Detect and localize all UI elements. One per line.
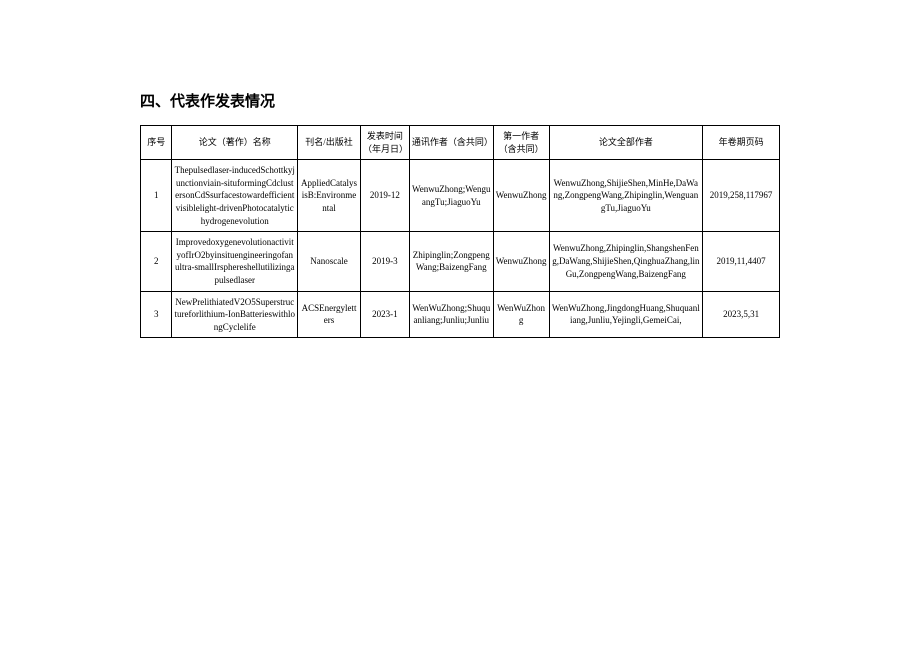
- cell-journal: AppliedCatalysisB:Environmental: [298, 160, 361, 232]
- publications-table: 序号 论文（著作）名称 刊名/出版社 发表时间（年月日） 通讯作者（含共同） 第…: [140, 125, 780, 338]
- cell-volume: 2023,5,31: [703, 291, 780, 338]
- cell-first-author: WenwuZhong: [493, 160, 549, 232]
- table-row: 1 Thepulsedlaser-inducedSchottkyjunction…: [141, 160, 780, 232]
- cell-pub-date: 2019-3: [360, 232, 409, 291]
- cell-pub-date: 2019-12: [360, 160, 409, 232]
- cell-volume: 2019,258,117967: [703, 160, 780, 232]
- cell-corr-author: WenwuZhong;WenguangTu;JiaguoYu: [409, 160, 493, 232]
- cell-first-author: WenWuZhong: [493, 291, 549, 338]
- header-pub-date: 发表时间（年月日）: [360, 126, 409, 160]
- cell-all-authors: WenwuZhong,Zhipinglin,ShangshenFeng,DaWa…: [549, 232, 703, 291]
- cell-seq: 1: [141, 160, 172, 232]
- header-seq: 序号: [141, 126, 172, 160]
- header-journal: 刊名/出版社: [298, 126, 361, 160]
- header-volume: 年卷期页码: [703, 126, 780, 160]
- cell-first-author: WenwuZhong: [493, 232, 549, 291]
- header-paper-title: 论文（著作）名称: [172, 126, 298, 160]
- cell-corr-author: WenWuZhong;Shuquanliang;Junliu;Junliu: [409, 291, 493, 338]
- table-row: 2 ImprovedoxygenevolutionactivityofIrO2b…: [141, 232, 780, 291]
- cell-paper-title: ImprovedoxygenevolutionactivityofIrO2byi…: [172, 232, 298, 291]
- cell-corr-author: Zhipinglin;ZongpengWang;BaizengFang: [409, 232, 493, 291]
- cell-volume: 2019,11,4407: [703, 232, 780, 291]
- cell-journal: Nanoscale: [298, 232, 361, 291]
- section-title: 四、代表作发表情况: [140, 90, 780, 111]
- cell-all-authors: WenwuZhong,ShijieShen,MinHe,DaWang,Zongp…: [549, 160, 703, 232]
- header-corr-author: 通讯作者（含共同）: [409, 126, 493, 160]
- header-first-author: 第一作者（含共同）: [493, 126, 549, 160]
- cell-seq: 3: [141, 291, 172, 338]
- cell-seq: 2: [141, 232, 172, 291]
- cell-paper-title: Thepulsedlaser-inducedSchottkyjunctionvi…: [172, 160, 298, 232]
- table-row: 3 NewPrelithiatedV2O5Superstructureforli…: [141, 291, 780, 338]
- cell-all-authors: WenWuZhong,JingdongHuang,Shuquanliang,Ju…: [549, 291, 703, 338]
- cell-journal: ACSEnergyletters: [298, 291, 361, 338]
- cell-paper-title: NewPrelithiatedV2O5Superstructureforlith…: [172, 291, 298, 338]
- cell-pub-date: 2023-1: [360, 291, 409, 338]
- header-all-authors: 论文全部作者: [549, 126, 703, 160]
- table-header-row: 序号 论文（著作）名称 刊名/出版社 发表时间（年月日） 通讯作者（含共同） 第…: [141, 126, 780, 160]
